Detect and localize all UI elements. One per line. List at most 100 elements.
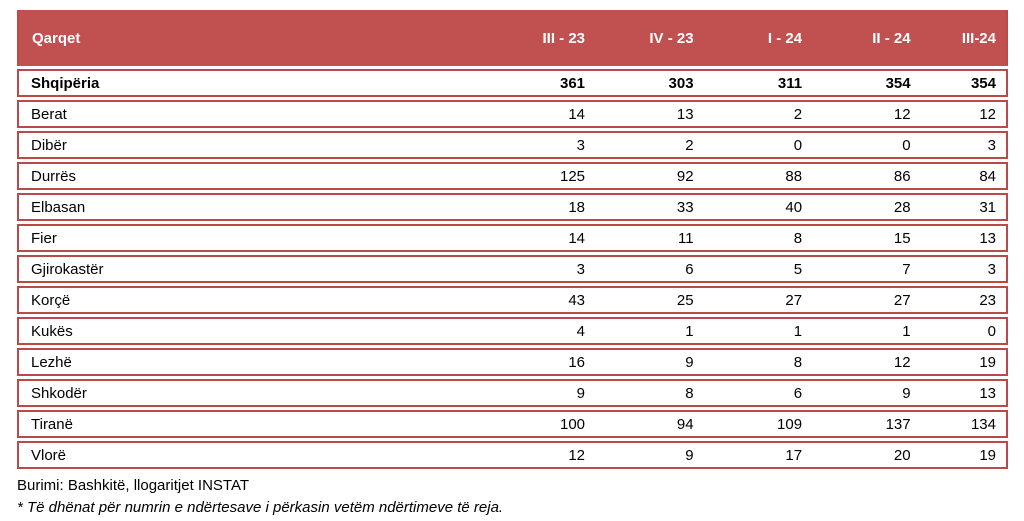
table-row: Elbasan 18 33 40 28 31: [17, 193, 1008, 221]
table-row: Vlorë 12 9 17 20 19: [17, 441, 1008, 469]
value-cell: 100: [485, 410, 596, 438]
value-cell: 84: [920, 162, 1008, 190]
value-cell: 5: [703, 255, 813, 283]
table-row: Gjirokastër 3 6 5 7 3: [17, 255, 1008, 283]
table-row: Fier 14 11 8 15 13: [17, 224, 1008, 252]
value-cell: 25: [595, 286, 704, 314]
value-cell: 0: [812, 131, 921, 159]
region-label: Korçë: [17, 286, 486, 314]
region-label: Tiranë: [17, 410, 486, 438]
value-cell: 12: [485, 441, 596, 469]
column-header-q5: III-24: [920, 10, 1008, 66]
value-cell: 125: [485, 162, 596, 190]
value-cell: 1: [703, 317, 813, 345]
region-label: Fier: [17, 224, 486, 252]
value-cell: 9: [812, 379, 921, 407]
region-label: Kukës: [17, 317, 486, 345]
qarqet-table: Qarqet III - 23 IV - 23 I - 24 II - 24 I…: [17, 7, 1008, 472]
source-text: Burimi: Bashkitë, llogaritjet INSTAT: [17, 477, 250, 494]
value-cell: 354: [812, 69, 921, 97]
value-cell: 13: [920, 379, 1008, 407]
column-header-q4: II - 24: [812, 10, 921, 66]
value-cell: 3: [485, 255, 596, 283]
value-cell: 0: [703, 131, 813, 159]
value-cell: 6: [595, 255, 704, 283]
total-row: Shqipëria 361 303 311 354 354: [17, 69, 1008, 97]
value-cell: 27: [812, 286, 921, 314]
value-cell: 92: [595, 162, 704, 190]
value-cell: 31: [920, 193, 1008, 221]
value-cell: 13: [595, 100, 704, 128]
value-cell: 14: [485, 100, 596, 128]
value-cell: 134: [920, 410, 1008, 438]
value-cell: 12: [920, 100, 1008, 128]
value-cell: 7: [812, 255, 921, 283]
value-cell: 0: [920, 317, 1008, 345]
value-cell: 33: [595, 193, 704, 221]
region-label: Vlorë: [17, 441, 486, 469]
value-cell: 8: [703, 348, 813, 376]
value-cell: 3: [920, 255, 1008, 283]
footnote-text: * Të dhënat për numrin e ndërtesave i pë…: [17, 499, 504, 516]
value-cell: 137: [812, 410, 921, 438]
value-cell: 9: [485, 379, 596, 407]
value-cell: 354: [920, 69, 1008, 97]
value-cell: 15: [812, 224, 921, 252]
value-cell: 40: [703, 193, 813, 221]
value-cell: 3: [920, 131, 1008, 159]
value-cell: 13: [920, 224, 1008, 252]
value-cell: 86: [812, 162, 921, 190]
region-label: Dibër: [17, 131, 486, 159]
value-cell: 1: [595, 317, 704, 345]
value-cell: 8: [595, 379, 704, 407]
table-row: Kukës 4 1 1 1 0: [17, 317, 1008, 345]
value-cell: 28: [812, 193, 921, 221]
value-cell: 12: [812, 348, 921, 376]
value-cell: 19: [920, 348, 1008, 376]
table-row: Tiranë 100 94 109 137 134: [17, 410, 1008, 438]
table-row: Shkodër 9 8 6 9 13: [17, 379, 1008, 407]
value-cell: 16: [485, 348, 596, 376]
value-cell: 27: [703, 286, 813, 314]
value-cell: 88: [703, 162, 813, 190]
value-cell: 18: [485, 193, 596, 221]
value-cell: 11: [595, 224, 704, 252]
value-cell: 361: [485, 69, 596, 97]
region-label: Shqipëria: [17, 69, 486, 97]
column-header-q3: I - 24: [703, 10, 813, 66]
column-header-q2: IV - 23: [595, 10, 704, 66]
table-row: Dibër 3 2 0 0 3: [17, 131, 1008, 159]
column-header-qarqet: Qarqet: [17, 10, 486, 66]
value-cell: 4: [485, 317, 596, 345]
value-cell: 23: [920, 286, 1008, 314]
value-cell: 303: [595, 69, 704, 97]
table-row: Korçë 43 25 27 27 23: [17, 286, 1008, 314]
value-cell: 9: [595, 441, 704, 469]
region-label: Berat: [17, 100, 486, 128]
value-cell: 6: [703, 379, 813, 407]
value-cell: 12: [812, 100, 921, 128]
value-cell: 19: [920, 441, 1008, 469]
footnotes: Burimi: Bashkitë, llogaritjet INSTAT * T…: [17, 475, 1008, 519]
table-row: Lezhë 16 9 8 12 19: [17, 348, 1008, 376]
value-cell: 2: [595, 131, 704, 159]
table-row: Durrës 125 92 88 86 84: [17, 162, 1008, 190]
region-label: Elbasan: [17, 193, 486, 221]
value-cell: 94: [595, 410, 704, 438]
value-cell: 311: [703, 69, 813, 97]
value-cell: 43: [485, 286, 596, 314]
value-cell: 109: [703, 410, 813, 438]
value-cell: 17: [703, 441, 813, 469]
value-cell: 8: [703, 224, 813, 252]
value-cell: 9: [595, 348, 704, 376]
column-header-q1: III - 23: [485, 10, 596, 66]
table-row: Berat 14 13 2 12 12: [17, 100, 1008, 128]
value-cell: 1: [812, 317, 921, 345]
value-cell: 3: [485, 131, 596, 159]
region-label: Shkodër: [17, 379, 486, 407]
value-cell: 20: [812, 441, 921, 469]
region-label: Gjirokastër: [17, 255, 486, 283]
region-label: Durrës: [17, 162, 486, 190]
region-label: Lezhë: [17, 348, 486, 376]
